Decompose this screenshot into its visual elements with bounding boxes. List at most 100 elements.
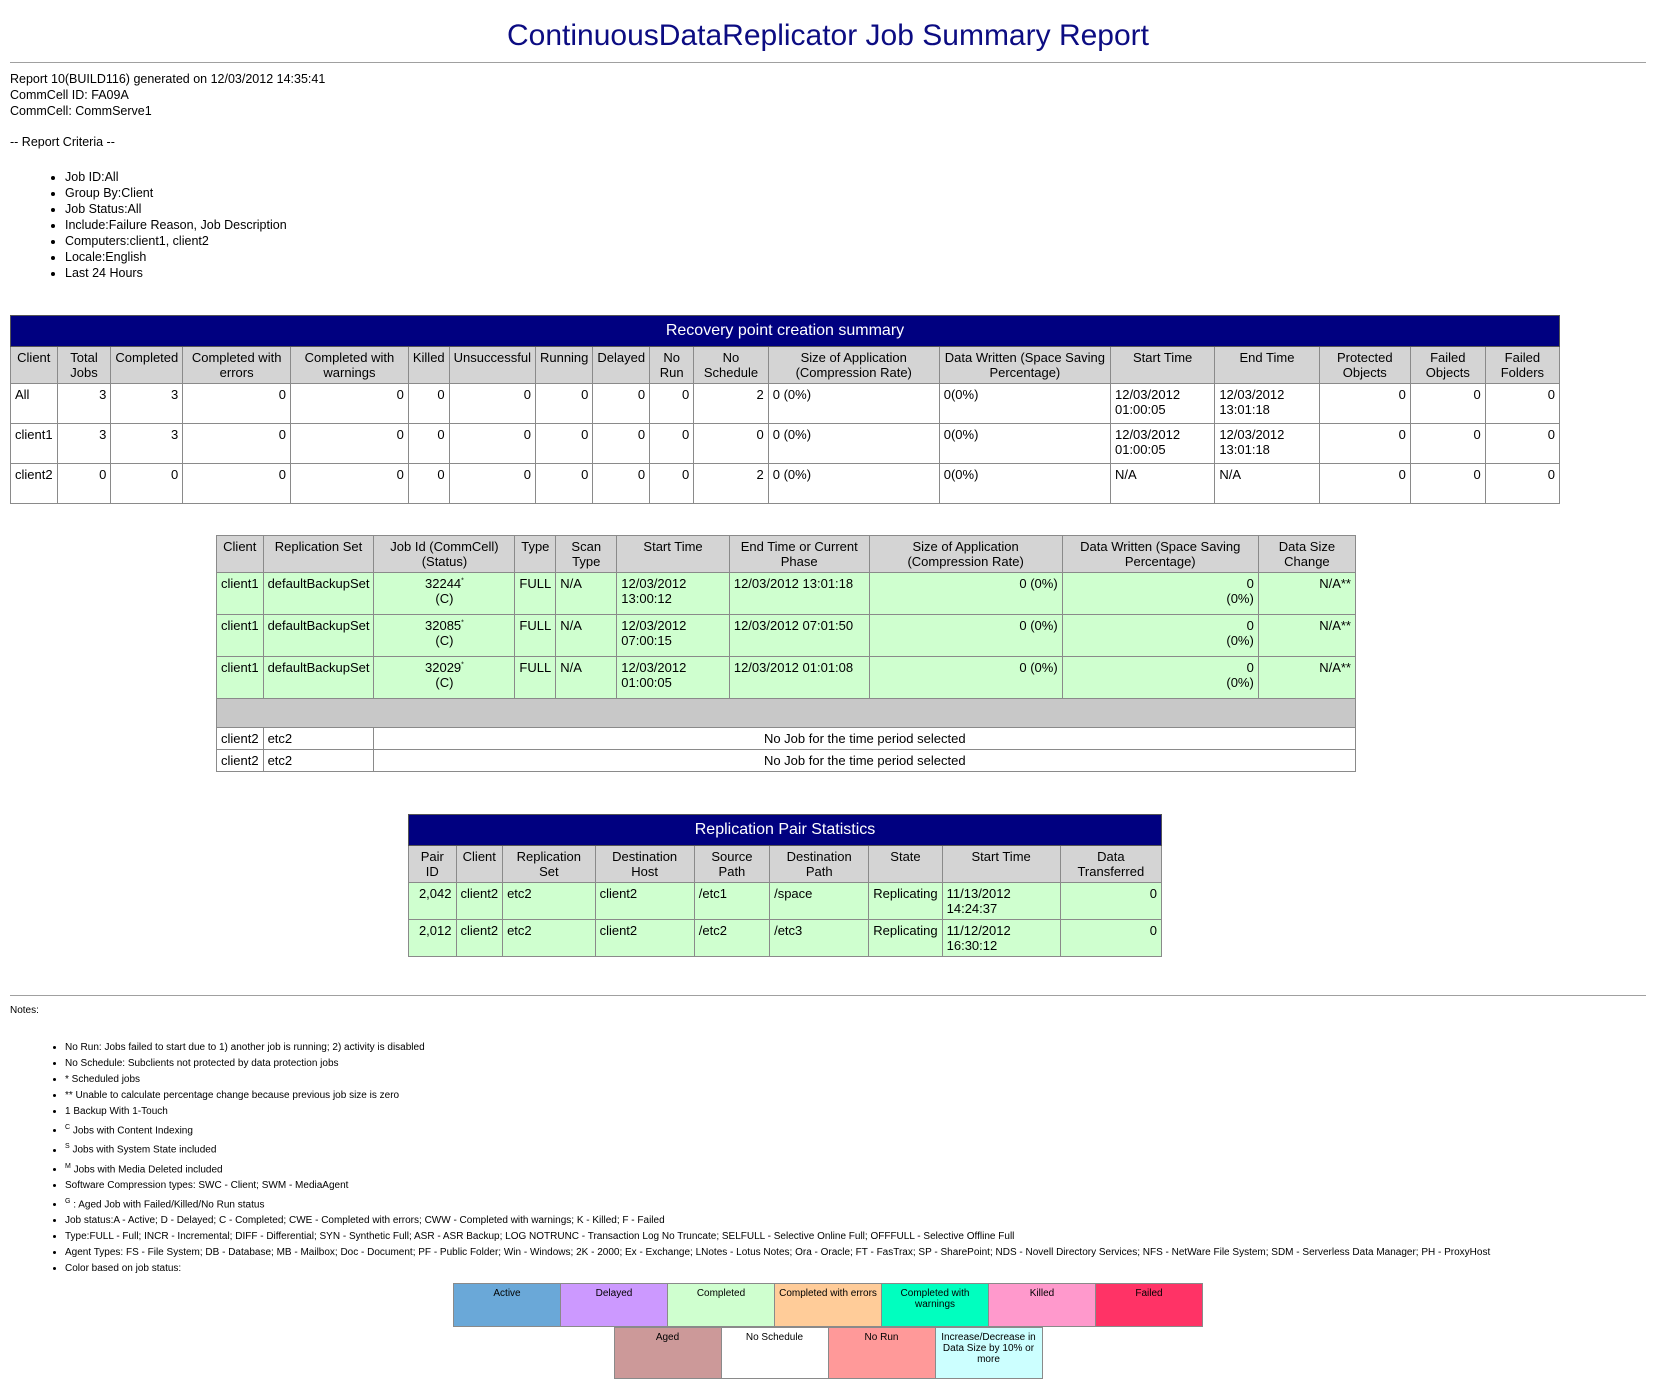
criteria-item: Job Status:All — [65, 201, 1646, 217]
job-data-written: 0 — [1246, 660, 1254, 675]
summary-cell: 0(0%) — [938, 423, 1111, 464]
note-item: ** Unable to calculate percentage change… — [65, 1088, 1646, 1104]
summary-cell: N/A — [1214, 463, 1320, 504]
job-data-written-cell: 0 (0%) — [1061, 572, 1259, 615]
job-replication-set: etc2 — [262, 727, 375, 750]
no-job-row: client2 etc2 No Job for the time period se… — [216, 749, 1356, 772]
pair-row: 2,012 client2 etc2 client2/etc2/etc3 Replica… — [408, 919, 1163, 957]
summary-cell: 2 — [693, 463, 769, 504]
jobs-column-header: End Time or Current Phase — [728, 535, 870, 573]
jobs-column-header: Size of Application (Compression Rate) — [868, 535, 1063, 573]
job-size-change: N/A** — [1257, 614, 1357, 657]
pair-cell: /space — [769, 882, 870, 920]
summary-cell: 0 — [182, 423, 292, 464]
summary-cell: 0 — [56, 463, 112, 504]
summary-cell: 0 (0%) — [767, 463, 940, 504]
recovery-summary-table: Recovery point creation summary Client To… — [10, 315, 1561, 504]
pairs-column-header: Source Path — [693, 845, 771, 883]
legend-swatch: Killed — [988, 1283, 1096, 1328]
criteria-item: Locale:English — [65, 249, 1646, 265]
summary-column-header: Total Jobs — [56, 346, 112, 384]
summary-column-header: No Run — [649, 346, 695, 384]
criteria-list: Job ID:AllGroup By:ClientJob Status:AllI… — [10, 169, 1646, 281]
job-start-time: 12/03/2012 01:00:05 — [616, 656, 730, 699]
summary-cell: 0 — [592, 463, 651, 504]
summary-cell: 12/03/2012 01:00:05 — [1109, 423, 1216, 464]
job-space-saving: (0%) — [1226, 675, 1254, 690]
note-text: No Run: Jobs failed to start due to 1) a… — [65, 1042, 425, 1053]
jobs-column-header: Client — [216, 535, 264, 573]
summary-cell: 0 — [693, 423, 769, 464]
summary-cell: 0 — [110, 463, 184, 504]
job-end-time: 12/03/2012 07:01:50 — [728, 614, 870, 657]
job-space-saving: (0%) — [1226, 591, 1254, 606]
legend-swatch: Delayed — [560, 1283, 668, 1328]
legend-swatch: Increase/Decrease in Data Size by 10% or… — [934, 1327, 1043, 1379]
legend-swatch: Aged — [613, 1327, 722, 1379]
note-text: Agent Types: FS - File System; DB - Data… — [65, 1247, 1491, 1259]
summary-cell: 2 — [693, 383, 769, 424]
legend-row: Aged No Schedule No Run Increase/Decrease i… — [613, 1327, 1043, 1379]
job-size: 0 (0%) — [868, 614, 1063, 657]
job-replication-set: defaultBackupSet — [262, 656, 375, 699]
notes-divider — [10, 995, 1646, 996]
summary-cell: 0 — [534, 383, 594, 424]
job-size-change: N/A** — [1257, 656, 1357, 699]
job-type: FULL — [514, 572, 557, 615]
summary-cell: 0 — [649, 383, 695, 424]
job-row: client1 defaultBackupSet 32029* (C) FULL N/A 1… — [216, 656, 1357, 699]
job-end-time: 12/03/2012 13:01:18 — [728, 572, 870, 615]
summary-column-header: Client — [10, 346, 58, 384]
legend-swatch: Active — [453, 1283, 561, 1328]
summary-cell: 0 — [534, 463, 594, 504]
pairs-column-header: Data Transferred — [1059, 845, 1163, 883]
note-item: 1 Backup With 1-Touch — [65, 1104, 1646, 1120]
job-id-cell: 32244* (C) — [373, 572, 516, 615]
job-scan-type: N/A — [555, 572, 618, 615]
criteria-item: Job ID:All — [65, 169, 1646, 185]
legend-row: Active Delayed Completed Completed with err… — [453, 1283, 1203, 1328]
summary-column-header: Protected Objects — [1318, 346, 1411, 384]
criteria-item: Computers:client1, client2 — [65, 233, 1646, 249]
note-item: Job status:A - Active; D - Delayed; C - … — [65, 1213, 1646, 1229]
pair-cell: /etc1 — [693, 882, 771, 920]
summary-cell: N/A — [1109, 463, 1216, 504]
job-size: 0 (0%) — [868, 572, 1063, 615]
jobs-column-header: Replication Set — [262, 535, 375, 573]
job-id-cell: 32029* (C) — [373, 656, 516, 699]
note-text: Jobs with Content Indexing — [72, 1125, 193, 1137]
summary-cell: 0 — [290, 463, 409, 504]
pair-cell: 11/13/2012 14:24:37 — [941, 882, 1061, 920]
pair-cell: client2 — [594, 919, 695, 957]
jobs-column-header: Data Written (Space Saving Percentage) — [1061, 535, 1259, 573]
job-type: FULL — [514, 656, 557, 699]
note-item: * Scheduled jobs — [65, 1072, 1646, 1088]
status-color-legend: Active Delayed Completed Completed with err… — [453, 1283, 1203, 1328]
job-type: FULL — [514, 614, 557, 657]
pair-cell: client2 — [455, 882, 504, 920]
note-superscript: G — [65, 1197, 71, 1205]
note-text: No Schedule: Subclients not protected by… — [65, 1058, 339, 1069]
summary-column-header: Running — [534, 346, 594, 384]
job-size: 0 (0%) — [868, 656, 1063, 699]
job-client: client1 — [216, 656, 264, 699]
pair-cell: client2 — [594, 882, 695, 920]
summary-cell: 0 — [649, 423, 695, 464]
job-id: 32244 — [425, 576, 462, 591]
note-text: Job status:A - Active; D - Delayed; C - … — [65, 1215, 665, 1227]
summary-cell: 3 — [56, 423, 112, 464]
status-color-legend-secondary: Aged No Schedule No Run Increase/Decrease i… — [613, 1327, 1043, 1379]
summary-header-row: Client Total Jobs Completed Completed with … — [10, 346, 1561, 384]
job-client: client1 — [216, 614, 264, 657]
job-status: (C) — [435, 591, 454, 606]
summary-cell: 3 — [110, 423, 184, 464]
legend-swatch: No Run — [827, 1327, 936, 1379]
note-item: S Jobs with System State included — [65, 1139, 1646, 1158]
pair-row: 2,042 client2 etc2 client2/etc1/space Replic… — [408, 882, 1163, 920]
summary-column-header: Completed with warnings — [290, 346, 409, 384]
pairs-header-row: Pair ID Client Replication Set Destination … — [408, 845, 1163, 883]
legend-swatch: Completed with warnings — [881, 1283, 989, 1328]
summary-column-header: End Time — [1214, 346, 1320, 384]
job-client: client1 — [216, 572, 264, 615]
summary-column-header: Unsuccessful — [448, 346, 536, 384]
